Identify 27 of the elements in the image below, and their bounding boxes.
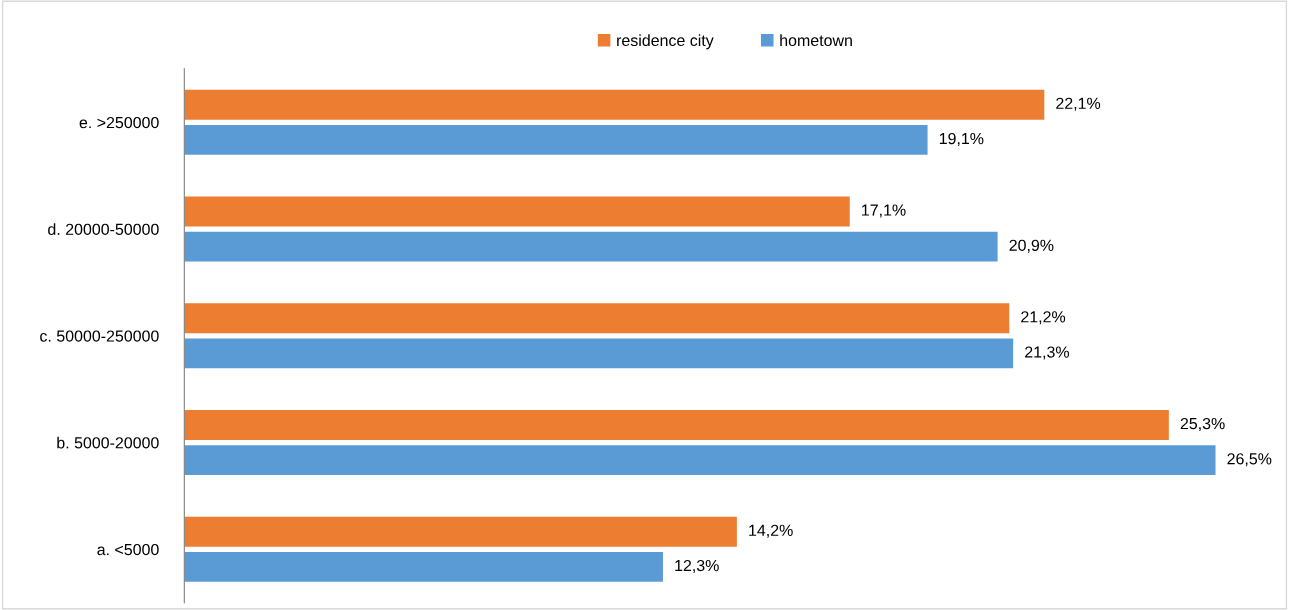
data-label: 25,3% xyxy=(1180,417,1225,432)
bar xyxy=(184,338,1014,369)
data-label: 14,2% xyxy=(749,524,793,538)
y-tick-label: a. <5000 xyxy=(97,543,159,556)
data-label: 20,9% xyxy=(1009,239,1054,253)
bar xyxy=(184,89,1045,120)
data-label: 26,5% xyxy=(1227,453,1272,467)
data-label: 19,1% xyxy=(939,132,984,147)
data-label: 21,2% xyxy=(1021,311,1066,325)
bar xyxy=(184,445,1216,476)
bar xyxy=(184,196,850,227)
y-tick-label: b. 5000-20000 xyxy=(57,436,159,449)
bar xyxy=(184,124,928,155)
bar xyxy=(184,303,1010,334)
bar xyxy=(184,410,1169,440)
y-tick-label: d. 20000-50000 xyxy=(48,223,159,235)
legend-label: residence city xyxy=(617,34,714,50)
data-label: 22,1% xyxy=(1056,97,1101,111)
bar xyxy=(184,231,998,262)
bar xyxy=(184,516,737,547)
y-tick-label: e. >250000 xyxy=(79,116,159,129)
y-tick-label: c. 50000-250000 xyxy=(40,330,159,342)
data-label: 21,3% xyxy=(1025,346,1070,360)
bar xyxy=(184,551,663,582)
data-label: 17,1% xyxy=(862,204,906,218)
data-label: 12,3% xyxy=(675,559,719,574)
legend-label: hometown xyxy=(780,34,852,47)
